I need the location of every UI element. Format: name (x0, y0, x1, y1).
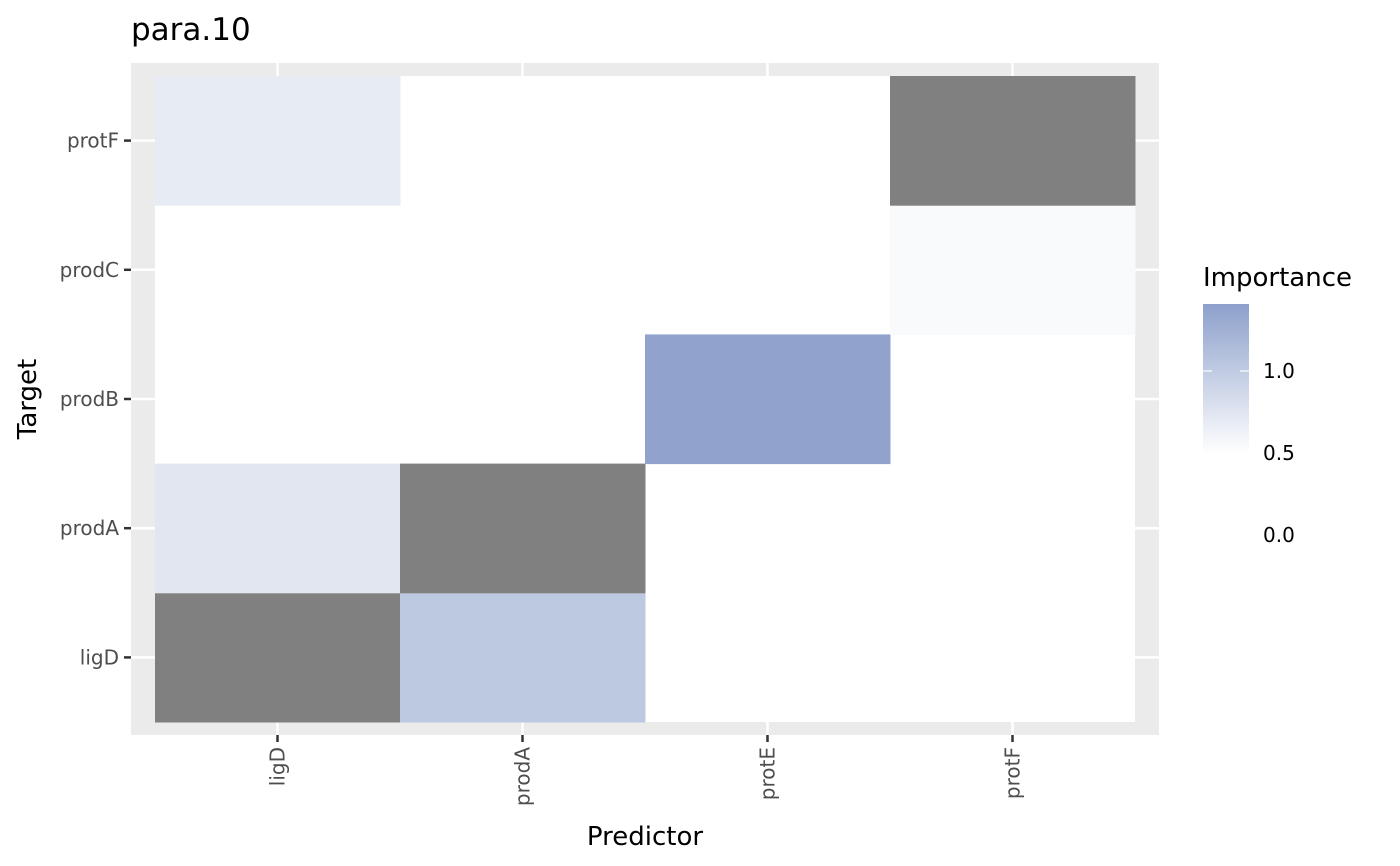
y-axis: ligD prodA prodB prodC protF (60, 129, 131, 669)
legend-colorbar (1203, 304, 1249, 454)
y-tick-label: prodC (60, 258, 119, 282)
heatmap-cell-prodA-prodA (400, 463, 646, 594)
legend-label: 0.5 (1263, 441, 1295, 465)
heatmap-cell-ligD-prodA (400, 592, 646, 723)
heatmap-cell-prodC-protF (890, 205, 1136, 335)
x-axis-title: Predictor (587, 822, 703, 852)
y-tick-label: ligD (80, 645, 119, 669)
x-tick-label: protE (756, 747, 780, 800)
x-tick-label: ligD (266, 747, 290, 786)
x-tick-label: protF (1001, 747, 1025, 799)
y-axis-title: Target (13, 359, 43, 440)
heatmap-cell-ligD-ligD (155, 592, 401, 723)
legend-title: Importance (1203, 263, 1352, 293)
legend: Importance 1.0 0.5 0.0 (1203, 263, 1352, 547)
heatmap-cells (155, 76, 1136, 723)
legend-label: 0.0 (1263, 523, 1295, 547)
heatmap-cell-prodA-ligD (155, 463, 401, 594)
y-tick-label: prodB (60, 387, 119, 411)
heatmap-cell-prodB-protE (645, 334, 891, 465)
heatmap-cell-protF-protF (890, 76, 1136, 206)
y-tick-label: prodA (60, 516, 119, 540)
x-axis: ligD prodA protE protF (266, 735, 1025, 806)
legend-label: 1.0 (1263, 359, 1295, 383)
x-tick-label: prodA (511, 747, 535, 806)
chart-title: para.10 (131, 12, 251, 48)
heatmap-cell-protF-ligD (155, 76, 401, 206)
y-tick-label: protF (67, 129, 119, 153)
